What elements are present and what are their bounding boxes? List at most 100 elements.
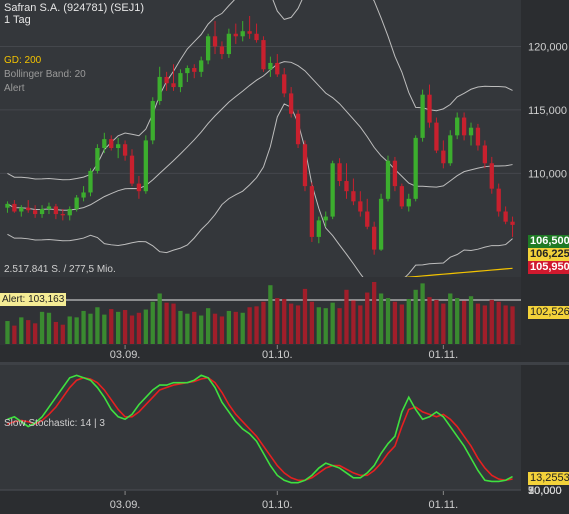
candle-body (441, 150, 446, 164)
volume-bar (337, 308, 342, 344)
candle-body (406, 198, 411, 207)
volume-bar (282, 298, 287, 344)
volume-bar (185, 313, 190, 344)
volume-bar (378, 293, 384, 344)
volume-bar (323, 308, 328, 344)
volume-bar (475, 303, 481, 344)
date-tick-label: 01.11. (428, 349, 458, 361)
candle-body (413, 137, 418, 199)
volume-bar (53, 321, 59, 344)
price-plot-bg (0, 0, 521, 277)
candle-body (268, 62, 273, 70)
volume-bar (129, 315, 135, 344)
candles (5, 15, 515, 255)
candle-body (316, 220, 321, 237)
volume-bar (399, 304, 404, 344)
volume-bar (109, 309, 114, 344)
candle-body (351, 191, 356, 202)
volume-bar (219, 316, 225, 344)
gd-value-tag: 102,526 (528, 306, 569, 319)
volume-bar (420, 283, 425, 344)
date-axis-top: 03.09. 01.10. 01.11. (110, 345, 458, 361)
price-y-tick-label: 120,000 (528, 41, 568, 53)
volume-bar (434, 299, 439, 344)
volume-bar (254, 306, 259, 344)
volume-label: 2.517.841 S. / 277,5 Mio. (4, 264, 116, 275)
volume-bar (427, 297, 432, 344)
volume-bar (413, 289, 418, 344)
volume-bar (5, 321, 10, 344)
candle-body (122, 144, 128, 156)
candle-body (157, 76, 162, 102)
chart-period: 1 Tag (4, 14, 31, 26)
volume-bar (192, 311, 197, 344)
stoch-y-tick-label: 90,000 (528, 485, 562, 497)
candle-body (46, 206, 52, 209)
candle-body (344, 181, 349, 192)
volume-bar (19, 317, 24, 344)
price-tag-high: 106,500 (528, 235, 569, 248)
volume-bar (503, 305, 508, 344)
price-tag-mid: 106,225 (528, 248, 569, 261)
candle-body (337, 163, 342, 182)
date-tick-label: 01.10. (262, 499, 293, 511)
candle-body (455, 117, 460, 136)
candle-body (74, 197, 79, 209)
candle-body (468, 127, 474, 136)
volume-bar (392, 301, 398, 344)
volume-bar (261, 301, 266, 344)
volume-bar (275, 298, 280, 344)
candle-body (420, 94, 425, 138)
volume-bar (32, 323, 38, 344)
volume-bar (81, 310, 86, 344)
volume-bar (295, 305, 301, 344)
stoch-y-tick-label: 70,000 (528, 485, 562, 497)
volume-bar (67, 316, 72, 344)
candle-body (434, 122, 439, 151)
gd-label: GD: 200 (4, 55, 42, 66)
candle-body (5, 203, 10, 208)
candle-body (12, 203, 17, 212)
date-axis-bottom: 03.09. 01.10. 01.11. (110, 491, 458, 511)
bollinger-label: Bollinger Band: 20 (4, 69, 86, 80)
candle-body (81, 192, 86, 198)
volume-bar (60, 324, 65, 344)
candle-body (427, 94, 432, 123)
candle-body (185, 68, 190, 74)
price-tag-low: 105,950 (528, 261, 569, 274)
stoch-d-line (7, 376, 513, 482)
candle-body (372, 226, 377, 250)
volume-bar (455, 298, 460, 344)
candle-body (261, 40, 266, 70)
volume-bar (171, 303, 176, 344)
volume-bar (102, 314, 107, 344)
price-y-tick-label: 110,000 (528, 168, 567, 180)
candle-body (254, 33, 259, 41)
volume-bar (46, 312, 52, 344)
volume-bar (143, 309, 148, 344)
candle-body (295, 113, 301, 145)
candle-body (205, 36, 211, 61)
volume-plot-bg (0, 277, 521, 345)
volume-bar (385, 298, 391, 344)
volume-bar (74, 317, 79, 344)
candle-body (240, 31, 245, 37)
candle-body (199, 60, 204, 72)
candle-body (330, 163, 335, 217)
date-tick-label: 03.09. (110, 349, 141, 361)
candle-body (226, 33, 232, 55)
candle-body (275, 62, 280, 75)
stoch-y-tick-label: 30,000 (528, 485, 562, 497)
candle-body (219, 46, 225, 55)
volume-bar (268, 285, 273, 344)
candle-body (365, 211, 370, 227)
candle-body (109, 139, 114, 149)
volume-bar (39, 311, 45, 344)
volume-bar (496, 301, 501, 344)
candle-body (53, 206, 59, 215)
candle-body (302, 144, 308, 187)
volume-panel (0, 277, 521, 345)
volume-bar (88, 313, 93, 344)
